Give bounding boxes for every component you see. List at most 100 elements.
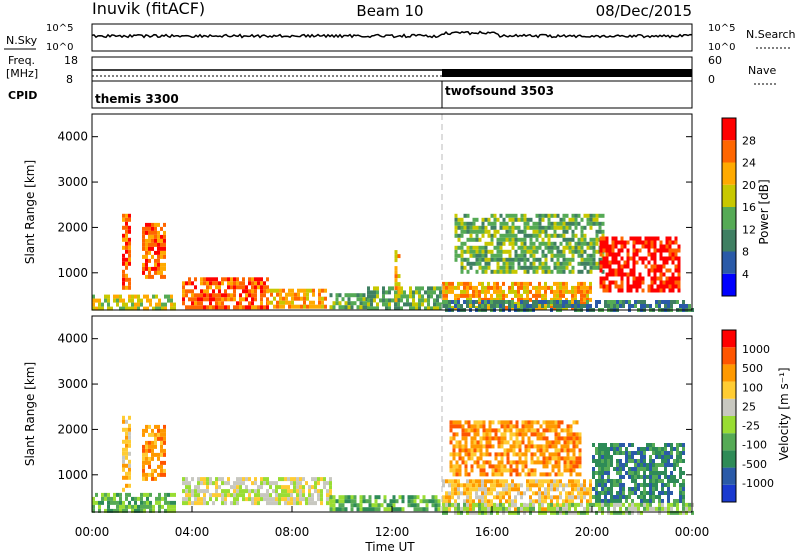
data-cell bbox=[499, 479, 502, 484]
data-cell bbox=[128, 443, 131, 448]
data-cell bbox=[478, 249, 482, 254]
data-cell bbox=[589, 499, 592, 504]
data-cell bbox=[251, 285, 254, 290]
data-cell bbox=[160, 238, 163, 243]
data-cell bbox=[620, 256, 624, 261]
data-cell bbox=[160, 266, 163, 271]
data-cell bbox=[194, 293, 197, 298]
data-cell bbox=[550, 300, 553, 304]
data-cell bbox=[638, 240, 642, 245]
data-cell bbox=[505, 293, 508, 298]
data-cell bbox=[554, 424, 558, 429]
data-cell bbox=[98, 504, 101, 509]
data-cell bbox=[170, 508, 173, 513]
data-cell bbox=[194, 497, 197, 502]
data-cell bbox=[545, 436, 549, 441]
data-cell bbox=[266, 305, 269, 310]
data-cell bbox=[233, 281, 236, 286]
data-cell bbox=[667, 487, 670, 491]
data-cell bbox=[488, 460, 492, 465]
data-cell bbox=[565, 289, 568, 294]
data-cell bbox=[628, 443, 631, 447]
data-cell bbox=[282, 288, 285, 293]
data-cell bbox=[499, 506, 502, 511]
data-cell bbox=[541, 510, 544, 515]
velocity-ylabel: Slant Range [km] bbox=[23, 362, 37, 466]
data-cell bbox=[266, 285, 269, 290]
data-cell bbox=[637, 483, 640, 487]
data-cell bbox=[674, 240, 678, 245]
data-cell bbox=[479, 424, 483, 429]
data-cell bbox=[469, 245, 473, 250]
data-cell bbox=[601, 510, 604, 515]
data-cell bbox=[455, 472, 459, 477]
data-cell bbox=[324, 304, 327, 309]
data-cell bbox=[406, 298, 409, 303]
data-cell bbox=[188, 497, 191, 502]
data-cell bbox=[478, 506, 481, 511]
data-cell bbox=[145, 428, 148, 433]
data-cell bbox=[574, 245, 578, 250]
data-cell bbox=[574, 479, 577, 484]
data-cell bbox=[148, 444, 151, 449]
data-cell bbox=[503, 452, 507, 457]
data-cell bbox=[643, 499, 646, 503]
data-cell bbox=[619, 304, 622, 308]
data-cell bbox=[122, 475, 125, 480]
data-cell bbox=[215, 477, 218, 482]
data-cell bbox=[682, 502, 685, 507]
data-cell bbox=[659, 256, 663, 261]
data-cell bbox=[574, 285, 577, 290]
data-cell bbox=[311, 497, 314, 502]
data-cell bbox=[472, 483, 475, 488]
data-cell bbox=[457, 253, 461, 258]
data-cell bbox=[487, 281, 490, 286]
data-cell bbox=[454, 479, 457, 484]
data-cell bbox=[182, 501, 185, 506]
data-cell bbox=[592, 221, 596, 226]
data-cell bbox=[580, 487, 583, 492]
data-cell bbox=[397, 282, 401, 287]
data-cell bbox=[344, 301, 348, 306]
data-cell bbox=[359, 499, 363, 504]
data-cell bbox=[518, 444, 522, 449]
data-cell bbox=[631, 443, 634, 447]
data-cell bbox=[494, 432, 498, 437]
data-cell bbox=[520, 293, 523, 298]
data-cell bbox=[469, 265, 473, 270]
data-cell bbox=[499, 491, 502, 496]
data-cell bbox=[485, 432, 489, 437]
data-cell bbox=[649, 463, 652, 467]
data-cell bbox=[598, 300, 601, 304]
data-cell bbox=[574, 249, 578, 254]
data-cell bbox=[676, 300, 679, 304]
data-cell bbox=[586, 502, 589, 507]
data-cell bbox=[149, 508, 152, 513]
data-cell bbox=[148, 270, 151, 275]
data-cell bbox=[646, 304, 649, 308]
data-cell bbox=[520, 506, 523, 511]
data-cell bbox=[610, 491, 613, 495]
data-cell bbox=[533, 428, 537, 433]
data-cell bbox=[230, 281, 233, 286]
data-cell bbox=[601, 506, 604, 511]
data-cell bbox=[535, 289, 538, 294]
data-cell bbox=[556, 285, 559, 290]
data-cell bbox=[634, 451, 637, 455]
data-cell bbox=[397, 298, 400, 303]
data-cell bbox=[511, 217, 515, 222]
data-cell bbox=[565, 507, 568, 512]
data-cell bbox=[604, 304, 607, 308]
data-cell bbox=[538, 293, 541, 298]
data-cell bbox=[541, 261, 545, 266]
data-cell bbox=[520, 213, 524, 218]
data-cell bbox=[472, 289, 475, 294]
data-cell bbox=[236, 301, 239, 306]
data-cell bbox=[148, 432, 151, 437]
data-cell bbox=[583, 265, 587, 270]
data-cell bbox=[551, 424, 555, 429]
data-cell bbox=[496, 217, 500, 222]
data-cell bbox=[254, 281, 257, 286]
data-cell bbox=[481, 289, 484, 294]
data-cell bbox=[499, 213, 503, 218]
